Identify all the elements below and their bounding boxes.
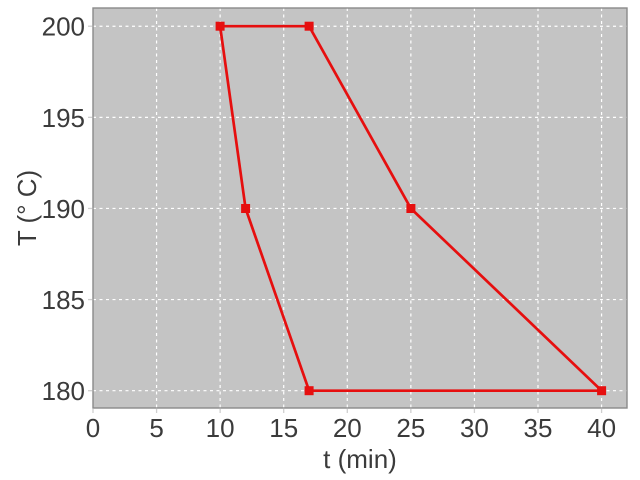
y-axis-label: T (° C) xyxy=(12,170,42,246)
data-point-marker xyxy=(597,386,607,396)
x-tick-label: 5 xyxy=(149,413,163,443)
x-tick-label: 25 xyxy=(396,413,425,443)
y-tick-label: 195 xyxy=(42,103,85,133)
y-tick-label: 190 xyxy=(42,194,85,224)
y-tick-label: 185 xyxy=(42,285,85,315)
y-tick-label: 180 xyxy=(42,376,85,406)
x-tick-label: 40 xyxy=(587,413,616,443)
data-point-marker xyxy=(406,204,416,213)
series-layer xyxy=(215,21,607,396)
plot-outline xyxy=(92,7,628,409)
data-point-marker xyxy=(304,386,314,396)
x-tick-label: 30 xyxy=(460,413,489,443)
x-tick-label: 0 xyxy=(86,413,100,443)
data-point-marker xyxy=(215,21,225,31)
data-point-marker xyxy=(241,204,251,213)
x-tick-label: 10 xyxy=(206,413,235,443)
y-tick-label: 200 xyxy=(42,12,85,42)
x-tick-label: 15 xyxy=(269,413,298,443)
x-tick-label: 35 xyxy=(524,413,553,443)
x-tick-label: 20 xyxy=(333,413,362,443)
data-point-marker xyxy=(304,21,314,31)
tick-marks xyxy=(88,25,603,413)
x-axis-label: t (min) xyxy=(323,444,397,474)
tick-label-layer: 0 5 10 15 20 25 30 35 40 180 185 190 195 200 xyxy=(42,12,616,443)
